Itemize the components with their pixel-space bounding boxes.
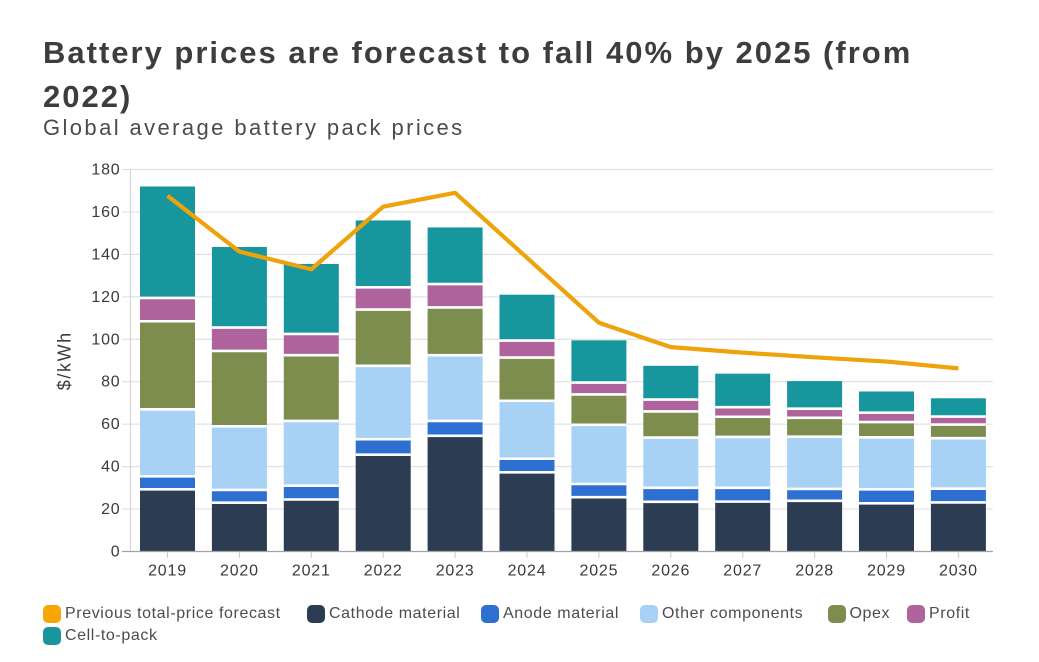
svg-text:2028: 2028 bbox=[795, 563, 834, 580]
svg-text:2030: 2030 bbox=[939, 563, 978, 580]
svg-text:2021: 2021 bbox=[292, 563, 331, 580]
svg-text:$/kWh: $/kWh bbox=[55, 331, 75, 390]
svg-text:40: 40 bbox=[101, 459, 120, 476]
svg-text:2027: 2027 bbox=[723, 563, 762, 580]
svg-text:20: 20 bbox=[101, 501, 120, 518]
svg-text:0: 0 bbox=[111, 544, 121, 561]
svg-text:2029: 2029 bbox=[867, 563, 906, 580]
svg-text:180: 180 bbox=[91, 162, 120, 179]
svg-text:2023: 2023 bbox=[436, 563, 475, 580]
svg-text:160: 160 bbox=[91, 204, 120, 221]
svg-text:2025: 2025 bbox=[580, 563, 619, 580]
svg-text:60: 60 bbox=[101, 416, 120, 433]
svg-text:2022: 2022 bbox=[364, 563, 403, 580]
svg-text:2019: 2019 bbox=[148, 563, 187, 580]
svg-text:100: 100 bbox=[91, 331, 120, 348]
svg-text:2020: 2020 bbox=[220, 563, 259, 580]
svg-text:120: 120 bbox=[91, 289, 120, 306]
svg-text:140: 140 bbox=[91, 246, 120, 263]
svg-text:2024: 2024 bbox=[508, 563, 547, 580]
svg-text:2026: 2026 bbox=[651, 563, 690, 580]
svg-text:80: 80 bbox=[101, 374, 120, 391]
